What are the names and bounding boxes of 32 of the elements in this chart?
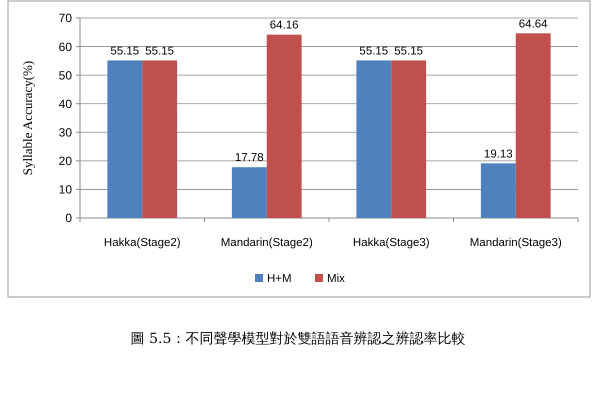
y-tick-label: 60 bbox=[58, 40, 72, 54]
y-tick-label: 40 bbox=[58, 96, 72, 111]
x-tick-label: Hakka(Stage2) bbox=[104, 237, 181, 249]
y-tick-label: 20 bbox=[58, 154, 72, 168]
legend-label: H+M bbox=[267, 273, 292, 285]
bar bbox=[107, 60, 142, 218]
x-tick-label: Mandarin(Stage2) bbox=[220, 237, 313, 249]
data-label: 55.15 bbox=[145, 45, 174, 58]
data-label: 64.64 bbox=[518, 18, 548, 30]
caption: 圖 5.5：不同聲學模型對於雙語語音辨認之辨認率比較 bbox=[130, 331, 466, 347]
y-tick-label: 50 bbox=[58, 68, 72, 82]
bar bbox=[232, 167, 267, 218]
data-label: 55.15 bbox=[359, 45, 388, 58]
data-label: 64.16 bbox=[270, 20, 299, 32]
y-tick-label: 30 bbox=[58, 125, 72, 140]
data-label: 17.78 bbox=[234, 152, 264, 164]
y-axis-title: Syllable Accuracy(%) bbox=[20, 60, 35, 176]
y-tick-label: 0 bbox=[65, 211, 72, 226]
data-label: 55.15 bbox=[394, 45, 424, 58]
bar bbox=[266, 34, 302, 218]
legend-label: Mix bbox=[327, 273, 346, 285]
y-tick-label: 10 bbox=[58, 182, 72, 197]
data-label: 19.13 bbox=[484, 148, 513, 160]
bar bbox=[142, 60, 178, 218]
x-tick-label: Mandarin(Stage3) bbox=[470, 237, 562, 249]
x-tick-label: Hakka(Stage3) bbox=[352, 237, 430, 249]
bar bbox=[480, 163, 516, 218]
y-tick-label: 70 bbox=[58, 11, 72, 26]
data-label: 55.15 bbox=[110, 45, 140, 58]
bar bbox=[356, 60, 392, 218]
bar bbox=[516, 33, 551, 218]
bar bbox=[391, 60, 426, 218]
